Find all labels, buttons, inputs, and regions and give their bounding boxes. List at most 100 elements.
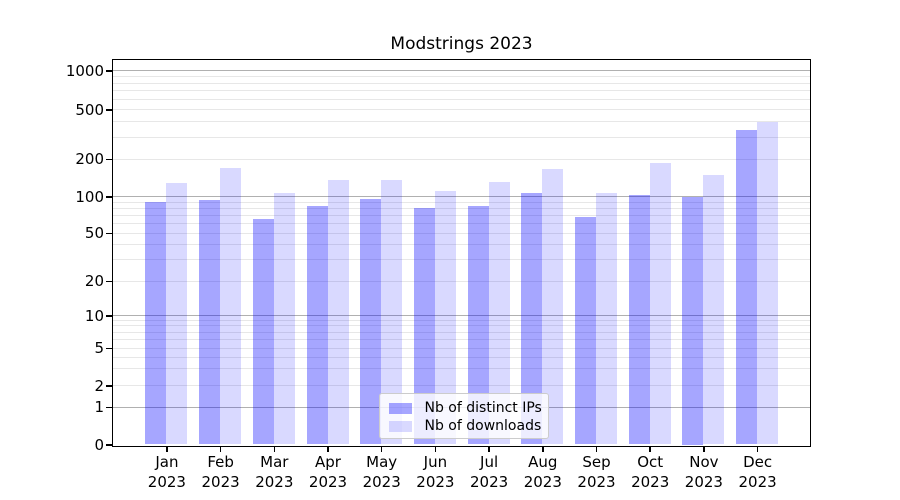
bar-downloads-nov xyxy=(703,174,725,445)
legend-swatch-distinct-ips-icon xyxy=(388,402,412,414)
bar-distinct-ips-mar xyxy=(252,219,274,445)
minor-gridline xyxy=(112,385,810,386)
y-tick-mark xyxy=(105,315,112,317)
y-tick-mark xyxy=(105,158,112,161)
y-tick-label-0: 0 xyxy=(94,435,104,454)
bar-downloads-oct xyxy=(649,162,671,445)
minor-gridline xyxy=(112,98,810,100)
x-tick-label-may: May 2023 xyxy=(362,453,401,491)
minor-gridline xyxy=(112,109,810,110)
bar-distinct-ips-dec xyxy=(736,130,758,445)
minor-gridline xyxy=(112,331,810,333)
x-tick-mark xyxy=(488,446,490,452)
y-tick-mark xyxy=(105,109,112,111)
y-tick-mark xyxy=(105,347,112,350)
x-tick-label-oct: Oct 2023 xyxy=(631,453,670,491)
bar-distinct-ips-apr xyxy=(306,205,328,445)
bar-distinct-ips-feb xyxy=(199,200,221,445)
bar-downloads-aug xyxy=(542,169,564,445)
x-tick-label-feb: Feb 2023 xyxy=(201,453,240,491)
bar-downloads-dec xyxy=(757,122,779,445)
x-tick-mark xyxy=(273,446,276,452)
minor-gridline xyxy=(112,280,810,282)
y-tick-label-2: 2 xyxy=(94,376,104,395)
bar-distinct-ips-oct xyxy=(628,195,650,445)
x-tick-label-aug: Aug 2023 xyxy=(523,453,562,491)
y-tick-label-5: 5 xyxy=(94,339,104,357)
x-tick-label-apr: Apr 2023 xyxy=(308,453,348,491)
y-tick-label-500: 500 xyxy=(75,100,104,119)
x-tick-mark xyxy=(756,446,759,452)
major-gridline xyxy=(112,315,810,316)
minor-gridline xyxy=(112,232,810,234)
y-tick-label-50: 50 xyxy=(84,224,104,242)
x-tick-label-nov: Nov 2023 xyxy=(684,453,723,491)
minor-gridline xyxy=(112,338,810,340)
y-tick-label-1: 1 xyxy=(94,398,104,416)
legend: Nb of distinct IPs Nb of downloads xyxy=(378,392,549,439)
minor-gridline xyxy=(112,319,810,321)
x-tick-label-sep: Sep 2023 xyxy=(577,453,616,491)
bar-distinct-ips-aug xyxy=(521,192,543,445)
bar-distinct-ips-sep xyxy=(575,216,596,445)
bar-downloads-jul xyxy=(488,182,510,445)
bar-downloads-may xyxy=(381,179,403,445)
legend-label-distinct-ips: Nb of distinct IPs xyxy=(424,399,542,416)
x-tick-label-jan: Jan 2023 xyxy=(147,453,186,491)
minor-gridline xyxy=(112,214,810,216)
bar-downloads-sep xyxy=(596,193,617,445)
legend-label-downloads: Nb of downloads xyxy=(424,417,542,434)
bar-downloads-feb xyxy=(220,167,242,445)
minor-gridline xyxy=(112,90,810,92)
bar-downloads-jun xyxy=(434,191,456,445)
legend-swatch-downloads-icon xyxy=(388,420,412,432)
bar-distinct-ips-may xyxy=(360,198,382,445)
x-tick-label-mar: Mar 2023 xyxy=(255,453,294,491)
x-tick-mark xyxy=(703,446,705,452)
x-tick-mark xyxy=(219,446,222,452)
bar-downloads-apr xyxy=(327,180,349,445)
x-tick-mark xyxy=(166,446,168,452)
y-tick-label-20: 20 xyxy=(84,272,104,290)
minor-gridline xyxy=(112,325,810,327)
bar-downloads-jan xyxy=(166,183,188,445)
minor-gridline xyxy=(112,259,810,261)
y-tick-mark xyxy=(105,385,112,387)
x-tick-mark xyxy=(649,446,651,452)
y-tick-label-100: 100 xyxy=(75,187,104,206)
minor-gridline xyxy=(112,222,810,224)
chart-title: Modstrings 2023 xyxy=(390,34,533,54)
minor-gridline xyxy=(112,368,810,370)
minor-gridline xyxy=(112,136,810,138)
y-tick-label-1000: 1000 xyxy=(65,61,104,80)
legend-entry-downloads: Nb of downloads xyxy=(388,417,542,435)
minor-gridline xyxy=(112,207,810,209)
minor-gridline xyxy=(112,244,810,246)
minor-gridline xyxy=(112,356,810,358)
y-tick-label-200: 200 xyxy=(75,150,104,168)
x-tick-mark xyxy=(380,446,383,452)
bar-distinct-ips-jul xyxy=(467,205,489,445)
x-tick-mark xyxy=(595,446,598,452)
minor-gridline xyxy=(112,121,810,123)
minor-gridline xyxy=(112,75,810,77)
x-tick-label-dec: Dec 2023 xyxy=(738,453,777,491)
major-gridline xyxy=(112,70,810,71)
bar-downloads-mar xyxy=(273,193,295,445)
y-tick-mark xyxy=(105,196,112,198)
x-tick-mark xyxy=(327,446,329,452)
y-tick-mark xyxy=(105,232,112,235)
minor-gridline xyxy=(112,158,810,160)
x-tick-label-jun: Jun 2023 xyxy=(416,453,455,491)
bar-distinct-ips-jun xyxy=(413,207,435,445)
minor-gridline xyxy=(112,82,810,84)
plot-area: Nb of distinct IPs Nb of downloads xyxy=(111,58,811,447)
y-tick-mark xyxy=(105,444,112,446)
x-tick-mark xyxy=(542,446,544,452)
bar-distinct-ips-jan xyxy=(145,202,167,445)
y-tick-mark xyxy=(105,280,112,283)
minor-gridline xyxy=(112,347,810,349)
x-tick-label-jul: Jul 2023 xyxy=(470,453,509,491)
y-tick-mark xyxy=(105,70,112,72)
